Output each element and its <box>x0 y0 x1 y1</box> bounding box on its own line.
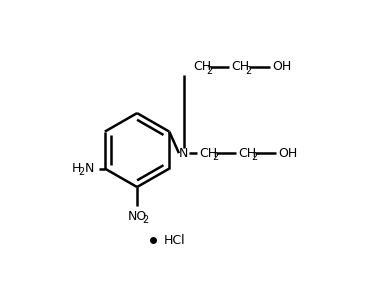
Text: CH: CH <box>193 61 211 73</box>
Text: NO: NO <box>128 210 147 223</box>
Text: N: N <box>85 162 94 175</box>
Text: 2: 2 <box>212 152 219 162</box>
Text: 2: 2 <box>78 167 85 177</box>
Text: HCl: HCl <box>164 234 186 247</box>
Text: CH: CH <box>199 147 217 160</box>
Text: OH: OH <box>278 147 297 160</box>
Text: 2: 2 <box>206 66 212 76</box>
Text: CH: CH <box>232 61 250 73</box>
Text: N: N <box>179 147 188 160</box>
Text: H: H <box>72 162 81 175</box>
Text: 2: 2 <box>142 215 149 225</box>
Text: OH: OH <box>272 61 291 73</box>
Text: CH: CH <box>238 147 256 160</box>
Text: 2: 2 <box>245 66 251 76</box>
Text: 2: 2 <box>251 152 257 162</box>
